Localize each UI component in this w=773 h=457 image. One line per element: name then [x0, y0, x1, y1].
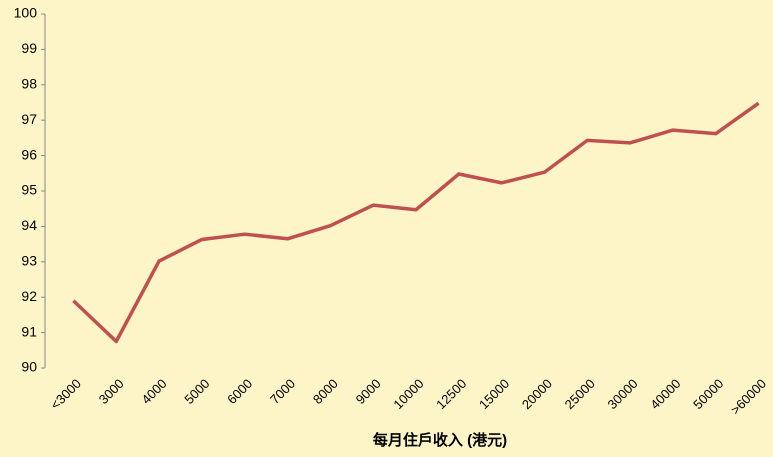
x-tick-label: 9000 — [353, 376, 384, 407]
x-tick-label: <3000 — [48, 376, 84, 412]
y-tick-label: 98 — [21, 76, 37, 92]
x-tick-label: 8000 — [310, 376, 341, 407]
y-tick-label: 94 — [21, 217, 37, 233]
y-tick-label: 96 — [21, 146, 37, 162]
x-tick-label: 6000 — [224, 376, 255, 407]
y-tick-label: 99 — [21, 40, 37, 56]
x-tick-label: 7000 — [267, 376, 298, 407]
x-tick-label: 10000 — [390, 376, 426, 412]
x-tick-label: 30000 — [604, 376, 640, 412]
x-tick-label: 5000 — [181, 376, 212, 407]
y-tick-label: 90 — [21, 359, 37, 375]
y-tick-label: 91 — [21, 323, 37, 339]
x-tick-label: 25000 — [562, 376, 598, 412]
x-tick-label: >60000 — [728, 376, 770, 418]
x-tick-label: 40000 — [647, 376, 683, 412]
y-tick-label: 97 — [21, 111, 37, 127]
y-tick-label: 95 — [21, 182, 37, 198]
x-tick-label: 15000 — [476, 376, 512, 412]
x-tick-label: 3000 — [96, 376, 127, 407]
y-tick-label: 100 — [14, 5, 38, 21]
x-tick-label: 20000 — [519, 376, 555, 412]
y-tick-label: 93 — [21, 253, 37, 269]
x-tick-label: 50000 — [690, 376, 726, 412]
y-tick-label: 92 — [21, 288, 37, 304]
line — [72, 101, 760, 344]
x-axis-title: 每月住戶收入 (港元) — [373, 431, 507, 449]
x-tick-label: 12500 — [433, 376, 469, 412]
x-tick-label: 4000 — [139, 376, 170, 407]
